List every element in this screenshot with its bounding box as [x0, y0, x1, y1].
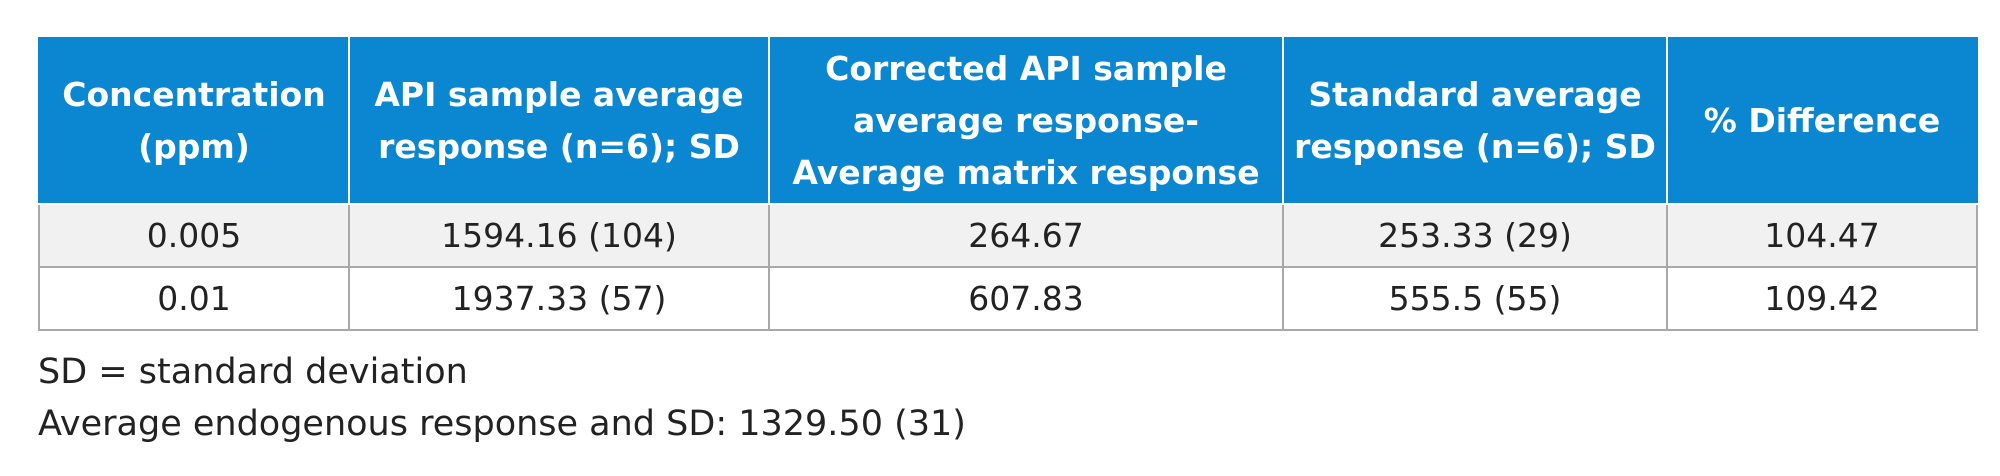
cell-standard-response: 555.5 (55): [1282, 266, 1668, 331]
table-row: 0.005 1594.16 (104) 264.67 253.33 (29) 1…: [38, 203, 1978, 268]
table-header-row: Concentration (ppm) API sample average r…: [38, 37, 1978, 205]
cell-corrected-api-response: 607.83: [768, 266, 1284, 331]
cell-percent-difference: 109.42: [1666, 266, 1978, 331]
header-corrected-api-response: Corrected API sample average response- A…: [768, 37, 1284, 205]
footnote-sd-definition: SD = standard deviation: [38, 352, 468, 392]
footnote-endogenous-response: Average endogenous response and SD: 1329…: [38, 404, 966, 444]
cell-percent-difference: 104.47: [1666, 203, 1978, 268]
cell-api-sample-response: 1937.33 (57): [348, 266, 770, 331]
results-table: Concentration (ppm) API sample average r…: [38, 37, 1978, 331]
cell-concentration: 0.005: [38, 203, 350, 268]
cell-standard-response: 253.33 (29): [1282, 203, 1668, 268]
header-standard-response: Standard average response (n=6); SD: [1282, 37, 1668, 205]
table-row: 0.01 1937.33 (57) 607.83 555.5 (55) 109.…: [38, 266, 1978, 331]
cell-corrected-api-response: 264.67: [768, 203, 1284, 268]
header-api-sample-response: API sample average response (n=6); SD: [348, 37, 770, 205]
header-percent-difference: % Difference: [1666, 37, 1978, 205]
header-concentration: Concentration (ppm): [38, 37, 350, 205]
cell-concentration: 0.01: [38, 266, 350, 331]
results-table-container: Concentration (ppm) API sample average r…: [38, 37, 1978, 331]
cell-api-sample-response: 1594.16 (104): [348, 203, 770, 268]
